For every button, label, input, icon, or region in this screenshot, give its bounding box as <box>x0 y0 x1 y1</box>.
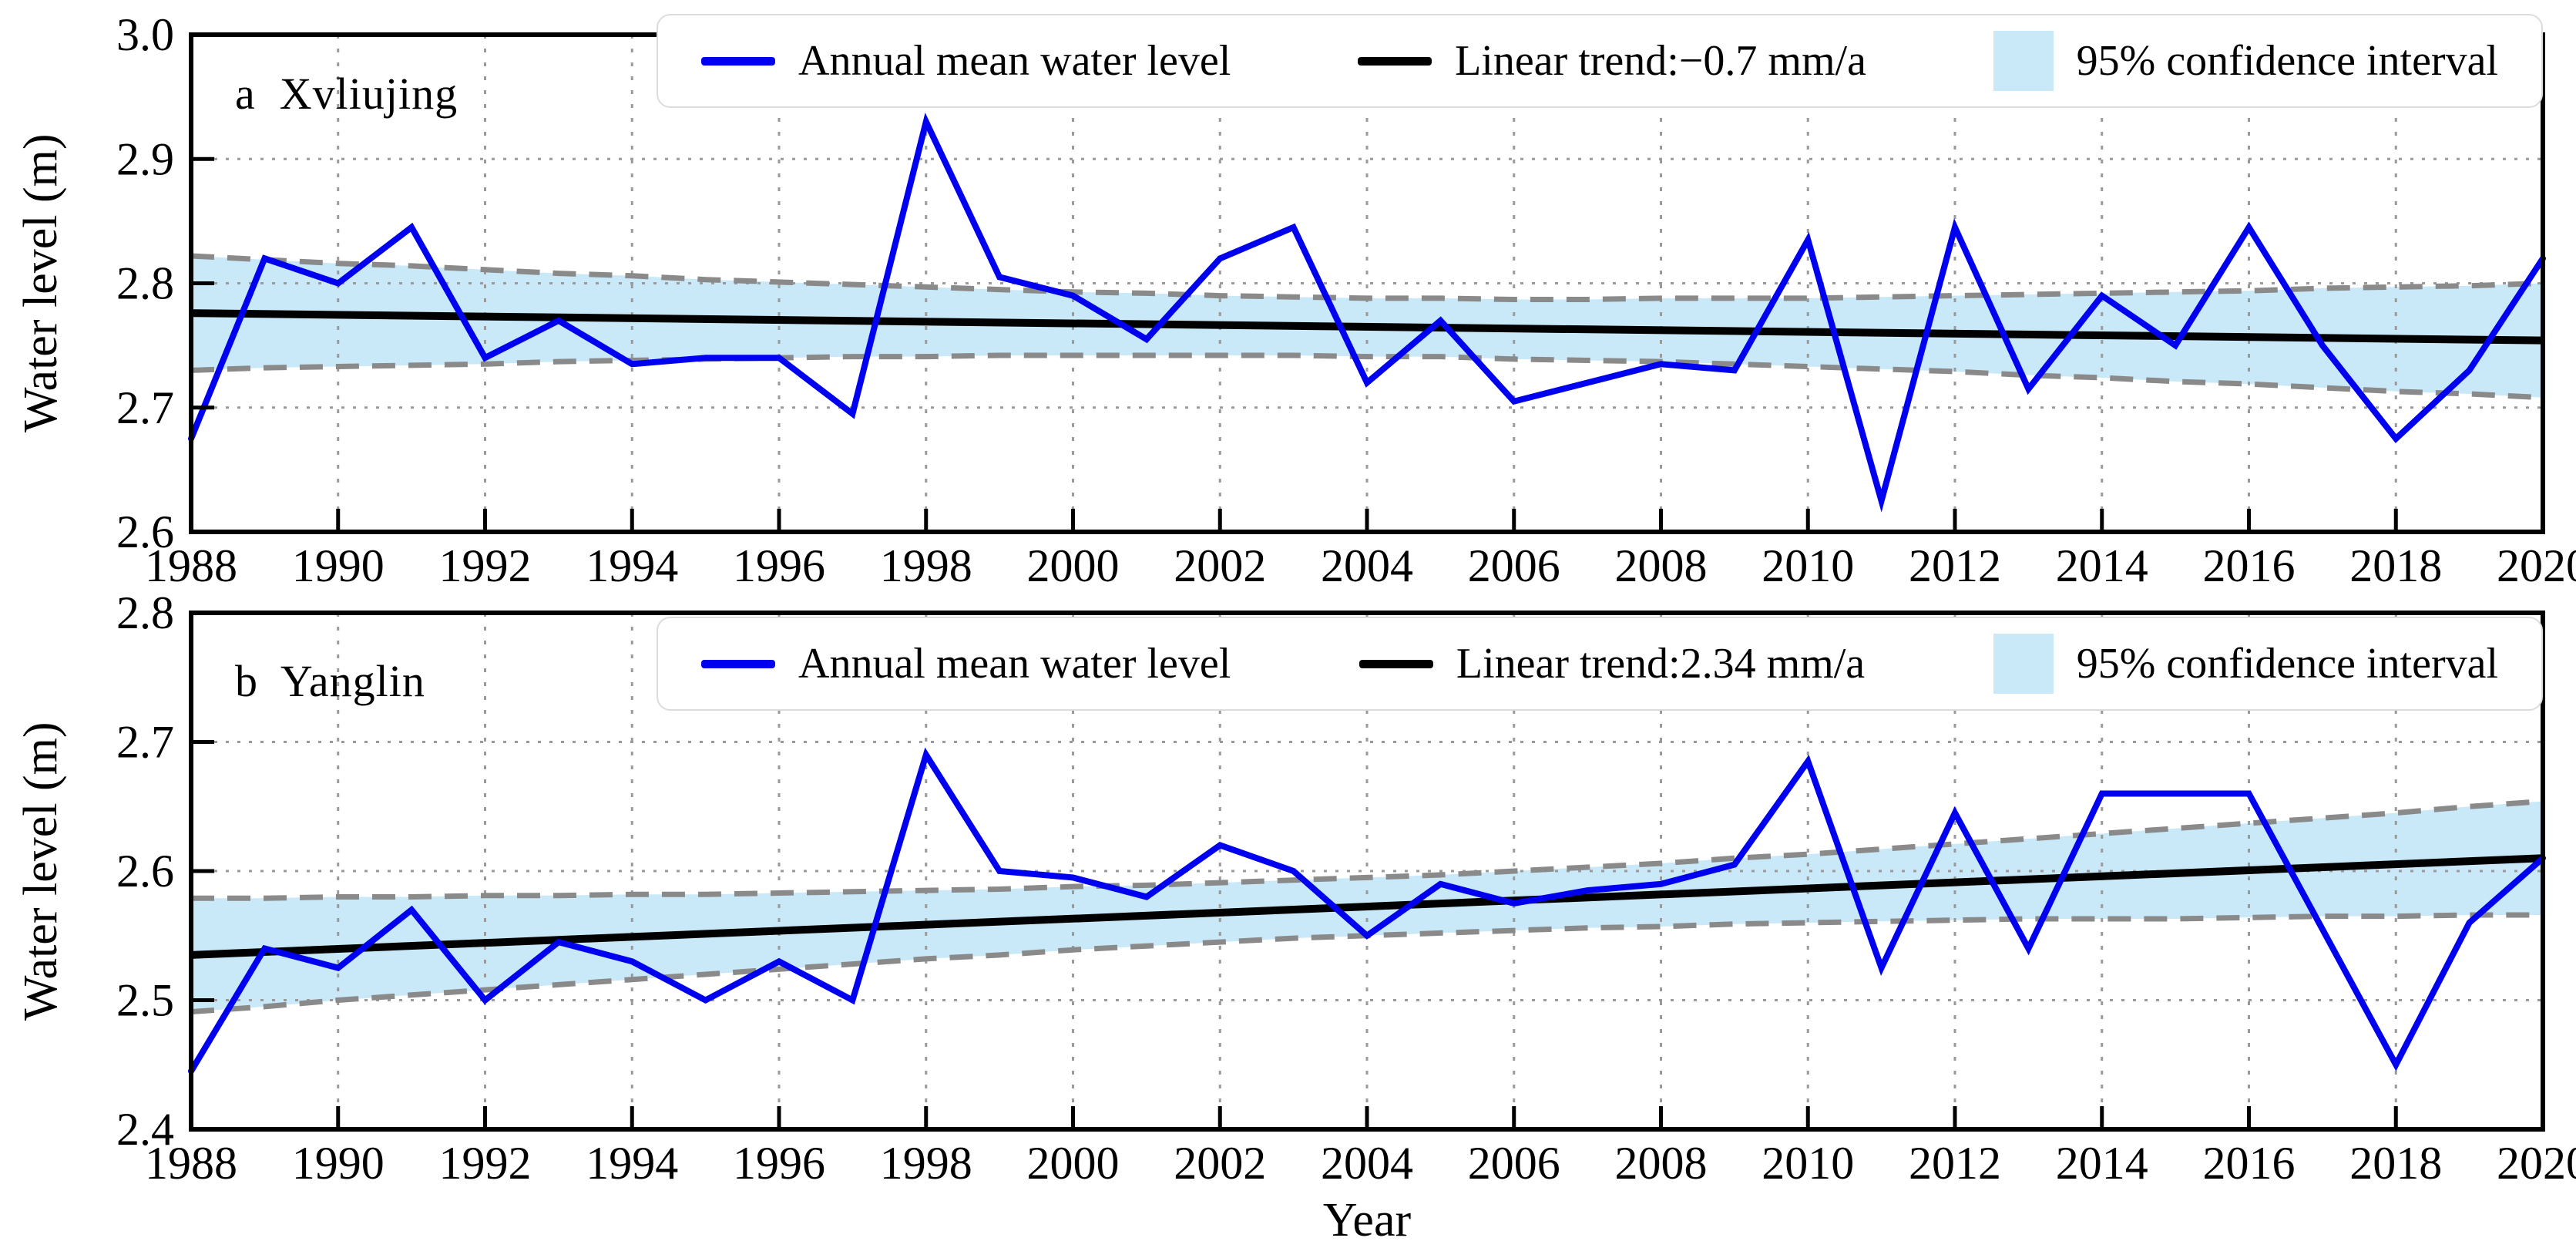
x-tick-label: 2020 <box>2497 1138 2576 1189</box>
x-tick-label: 1988 <box>145 1138 237 1189</box>
x-tick-label: 2016 <box>2203 540 2296 591</box>
x-tick-label: 2010 <box>1762 540 1854 591</box>
y-tick-label: 2.7 <box>116 382 174 433</box>
x-tick-label: 2012 <box>1909 1138 2001 1189</box>
ci-band-swatch <box>1993 31 2054 91</box>
legend-label-annual-b: Annual mean water level <box>798 640 1231 688</box>
y-tick-label: 3.0 <box>116 9 174 60</box>
trend-line <box>190 309 2544 345</box>
x-tick-label: 2002 <box>1174 540 1266 591</box>
ci-lower-edge <box>190 352 2544 401</box>
y-tick-label: 2.8 <box>116 258 174 309</box>
x-tick-label: 2006 <box>1468 540 1560 591</box>
y-axis-label-panel-b: Water level (m) <box>15 722 67 1021</box>
x-tick-label: 1996 <box>733 1138 825 1189</box>
annual-mean-line <box>188 113 2546 513</box>
y-tick-label: 2.9 <box>116 133 174 184</box>
x-tick-label: 2016 <box>2203 1138 2296 1189</box>
panel-b-title: b Yanglin <box>235 656 425 706</box>
legend-label-trend-a: Linear trend:−0.7 mm/a <box>1455 37 1866 85</box>
x-tick-label: 2008 <box>1615 1138 1708 1189</box>
x-tick-label: 1990 <box>292 1138 385 1189</box>
x-tick-label: 1998 <box>880 540 972 591</box>
legend-panel-b: Annual mean water level Linear trend:2.3… <box>657 617 2543 711</box>
x-tick-label: 2018 <box>2349 540 2442 591</box>
y-axis-label-panel-a: Water level (m) <box>15 133 67 433</box>
legend-item-annual-b: Annual mean water level <box>701 639 1231 688</box>
y-tick-label: 2.6 <box>116 846 174 896</box>
x-tick-label: 1992 <box>439 1138 532 1189</box>
annual-line-swatch <box>701 659 775 668</box>
legend-label-trend-b: Linear trend:2.34 mm/a <box>1456 640 1866 688</box>
x-tick-label: 2004 <box>1321 1138 1413 1189</box>
y-tick-label: 2.6 <box>116 506 174 557</box>
x-tick-label: 2012 <box>1909 540 2001 591</box>
x-tick-label: 1990 <box>292 540 385 591</box>
annual-mean-line <box>188 747 2546 1075</box>
ci-upper-edge <box>190 253 2544 302</box>
x-tick-label: 1994 <box>586 1138 678 1189</box>
legend-item-ci-a: 95% confidence interval <box>1993 31 2498 91</box>
x-tick-label: 1988 <box>145 540 237 591</box>
legend-label-annual-a: Annual mean water level <box>798 37 1231 85</box>
x-tick-label: 1996 <box>733 540 825 591</box>
x-tick-label: 2002 <box>1174 1138 1266 1189</box>
legend-label-ci-b: 95% confidence interval <box>2076 640 2498 688</box>
y-tick-label: 2.5 <box>116 975 174 1026</box>
x-axis-label: Year <box>1322 1194 1412 1246</box>
legend-panel-a: Annual mean water level Linear trend:−0.… <box>657 14 2543 108</box>
trend-line-swatch <box>1358 56 1432 66</box>
trend-line-swatch <box>1359 659 1433 668</box>
legend-item-trend-b: Linear trend:2.34 mm/a <box>1359 639 1865 688</box>
x-tick-label: 2014 <box>2056 540 2148 591</box>
x-tick-label: 2018 <box>2349 1138 2442 1189</box>
legend-item-annual-a: Annual mean water level <box>701 36 1231 86</box>
y-tick-label: 2.4 <box>116 1104 174 1155</box>
x-tick-label: 2008 <box>1615 540 1708 591</box>
x-tick-label: 2000 <box>1027 1138 1120 1189</box>
y-tick-label: 2.8 <box>116 587 174 638</box>
legend-label-ci-a: 95% confidence interval <box>2076 37 2498 85</box>
legend-item-ci-b: 95% confidence interval <box>1993 634 2498 694</box>
ci-band-swatch <box>1993 634 2054 694</box>
x-tick-label: 1992 <box>439 540 532 591</box>
x-tick-label: 2014 <box>2056 1138 2148 1189</box>
legend-item-trend-a: Linear trend:−0.7 mm/a <box>1358 36 1866 86</box>
ci-upper-edge <box>191 799 2544 901</box>
x-tick-label: 2010 <box>1762 1138 1854 1189</box>
x-tick-label: 2006 <box>1468 1138 1560 1189</box>
trend-line <box>190 854 2544 959</box>
x-tick-label: 2020 <box>2497 540 2576 591</box>
panel-a-title: a Xvliujing <box>235 69 458 119</box>
x-tick-label: 2000 <box>1027 540 1120 591</box>
x-tick-label: 1994 <box>586 540 678 591</box>
annual-line-swatch <box>701 56 775 66</box>
x-tick-label: 1998 <box>880 1138 972 1189</box>
y-tick-label: 2.7 <box>116 717 174 768</box>
x-tick-label: 2004 <box>1321 540 1413 591</box>
